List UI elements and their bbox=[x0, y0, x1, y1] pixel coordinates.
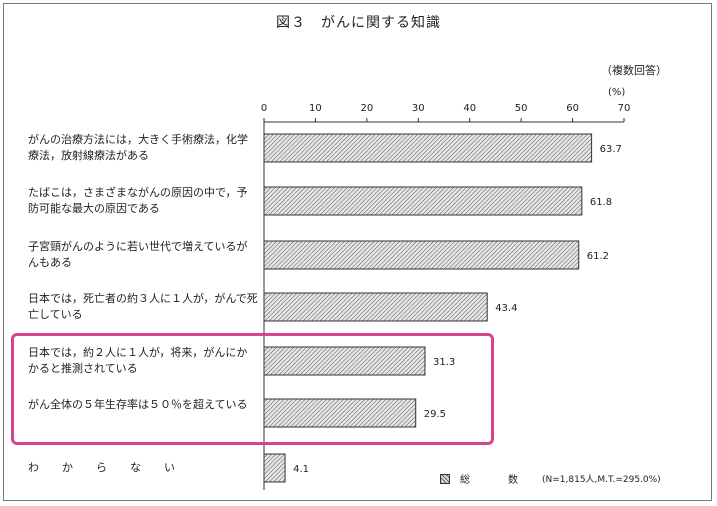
x-tick-label: 10 bbox=[309, 103, 322, 114]
bar bbox=[263, 292, 488, 322]
x-tick-label: 30 bbox=[412, 103, 425, 114]
category-label: わ か ら な い bbox=[28, 461, 181, 474]
x-tick-label: 60 bbox=[566, 103, 579, 114]
bar-value-label: 31.3 bbox=[433, 357, 455, 368]
highlight-box bbox=[11, 333, 494, 445]
bar bbox=[263, 133, 593, 163]
category-label: 日本では，約２人に１人が，将来，がんにかかると推測されている bbox=[28, 346, 248, 375]
bar-value-label: 61.2 bbox=[587, 251, 609, 262]
bar-value-label: 61.8 bbox=[590, 197, 612, 208]
figure-frame bbox=[3, 3, 712, 501]
category-label: 子宮頸がんのように若い世代で増えているがんもある bbox=[28, 240, 248, 269]
legend-swatch bbox=[440, 473, 450, 484]
bar bbox=[263, 240, 580, 270]
category-label: がんの治療方法には，大きく手術療法，化学療法，放射線療法がある bbox=[28, 133, 248, 162]
category-label: たばこは，さまざまながんの原因の中で，予防可能な最大の原因である bbox=[28, 186, 248, 215]
bar bbox=[263, 398, 417, 428]
bar-value-label: 63.7 bbox=[600, 144, 622, 155]
bar bbox=[263, 453, 286, 483]
x-tick-label: 40 bbox=[463, 103, 476, 114]
category-label: がん全体の５年生存率は５０％を超えている bbox=[28, 398, 248, 411]
x-tick-label: 50 bbox=[515, 103, 528, 114]
bar bbox=[263, 346, 426, 376]
bar bbox=[263, 186, 583, 216]
multiple-answer-note: （複数回答） bbox=[601, 64, 667, 77]
bar-value-label: 43.4 bbox=[495, 303, 517, 314]
legend-series-name: 総 数 bbox=[460, 475, 532, 486]
bar-value-label: 29.5 bbox=[424, 409, 446, 420]
bar-value-label: 4.1 bbox=[293, 464, 309, 475]
chart-title: 図３ がんに関する知識 bbox=[276, 15, 441, 31]
x-tick-label: 70 bbox=[618, 103, 631, 114]
x-tick-label: 0 bbox=[261, 103, 267, 114]
legend: 総 数 (N=1,815人,M.T.=295.0%) bbox=[440, 471, 661, 486]
percent-unit: (%) bbox=[608, 87, 626, 98]
category-label: 日本では，死亡者の約３人に１人が，がんで死亡している bbox=[28, 292, 258, 321]
legend-sample-size: (N=1,815人,M.T.=295.0%) bbox=[542, 475, 661, 485]
x-tick-label: 20 bbox=[360, 103, 373, 114]
